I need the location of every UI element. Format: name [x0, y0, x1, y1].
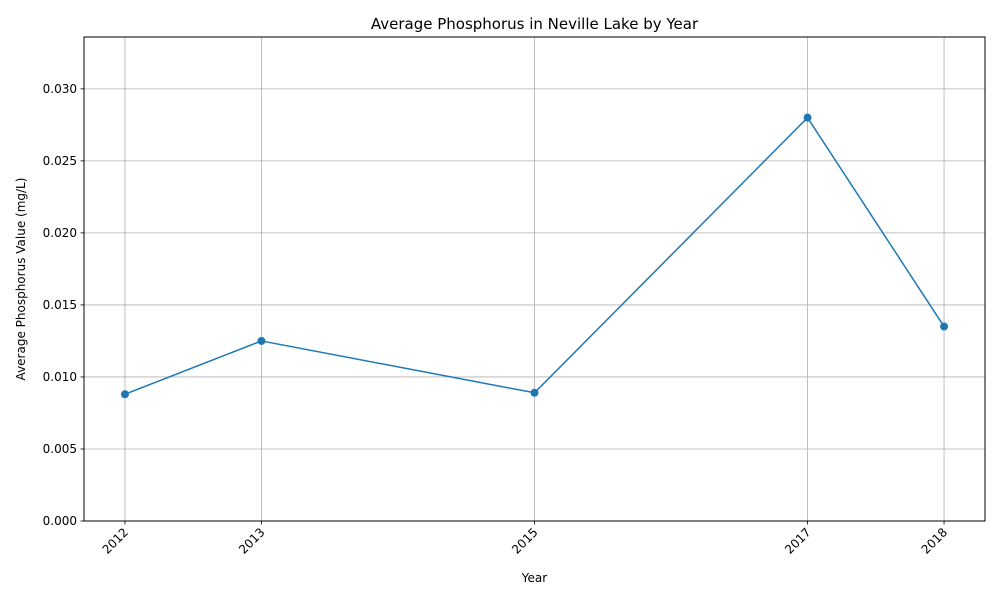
y-axis-title: Average Phosphorus Value (mg/L) [14, 178, 28, 381]
series-layer [120, 113, 949, 399]
data-point [530, 388, 539, 397]
data-point [120, 390, 129, 399]
y-tick-label: 0.005 [43, 442, 77, 456]
y-tick-label: 0.010 [43, 370, 77, 384]
x-tick-label: 2017 [782, 525, 813, 556]
y-tick-label: 0.020 [43, 226, 77, 240]
grid-lines [84, 37, 985, 522]
x-tick-label: 2015 [509, 525, 540, 556]
data-point [257, 336, 266, 345]
y-tick-label: 0.030 [43, 82, 77, 96]
x-tick-label: 2018 [919, 525, 950, 556]
chart-title: Average Phosphorus in Neville Lake by Ye… [371, 15, 699, 33]
x-axis-title: Year [521, 571, 547, 585]
y-tick-label: 0.015 [43, 298, 77, 312]
y-tick-label: 0.025 [43, 154, 77, 168]
data-point [940, 322, 949, 331]
y-tick-label: 0.000 [43, 514, 77, 528]
x-tick-label: 2012 [100, 525, 131, 556]
axis-ticks: 0.000 0.005 0.010 0.015 0.020 0.025 0.030 2012 2… [43, 82, 951, 557]
data-point [803, 113, 812, 122]
x-tick-label: 2013 [236, 525, 267, 556]
